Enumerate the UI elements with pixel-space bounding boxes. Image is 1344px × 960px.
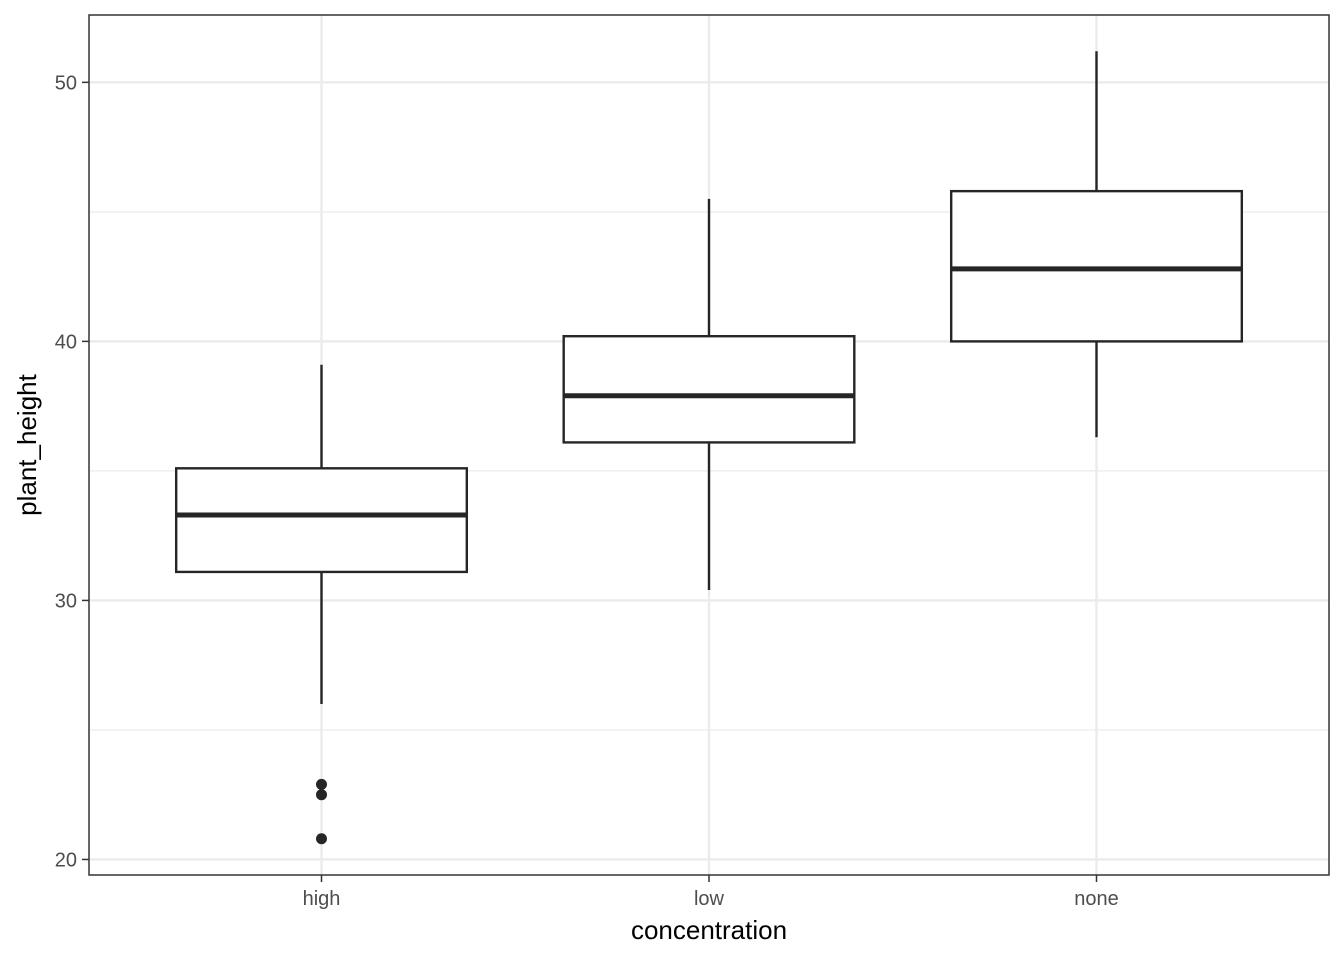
y-tick-label: 20 [55, 849, 77, 871]
box-iqr [562, 335, 856, 444]
box-iqr [174, 467, 469, 574]
x-tick-label: low [694, 888, 725, 910]
box-low [562, 198, 856, 591]
x-tick-label: high [303, 888, 341, 910]
y-tick-label: 40 [55, 331, 77, 353]
box-none [949, 51, 1244, 438]
x-tick-label: none [1074, 888, 1119, 910]
axes: 20 30 40 50 high low none [55, 72, 1119, 910]
boxes [174, 51, 1244, 845]
y-axis-title: plant_height [12, 373, 42, 515]
y-tick-label: 50 [55, 72, 77, 94]
y-tick-label: 30 [55, 590, 77, 612]
outlier-point [316, 789, 327, 801]
outlier-point [316, 833, 327, 845]
box-high [174, 364, 469, 845]
outlier-point [316, 778, 327, 790]
box-iqr [949, 189, 1244, 343]
x-axis-title: concentration [631, 915, 787, 945]
